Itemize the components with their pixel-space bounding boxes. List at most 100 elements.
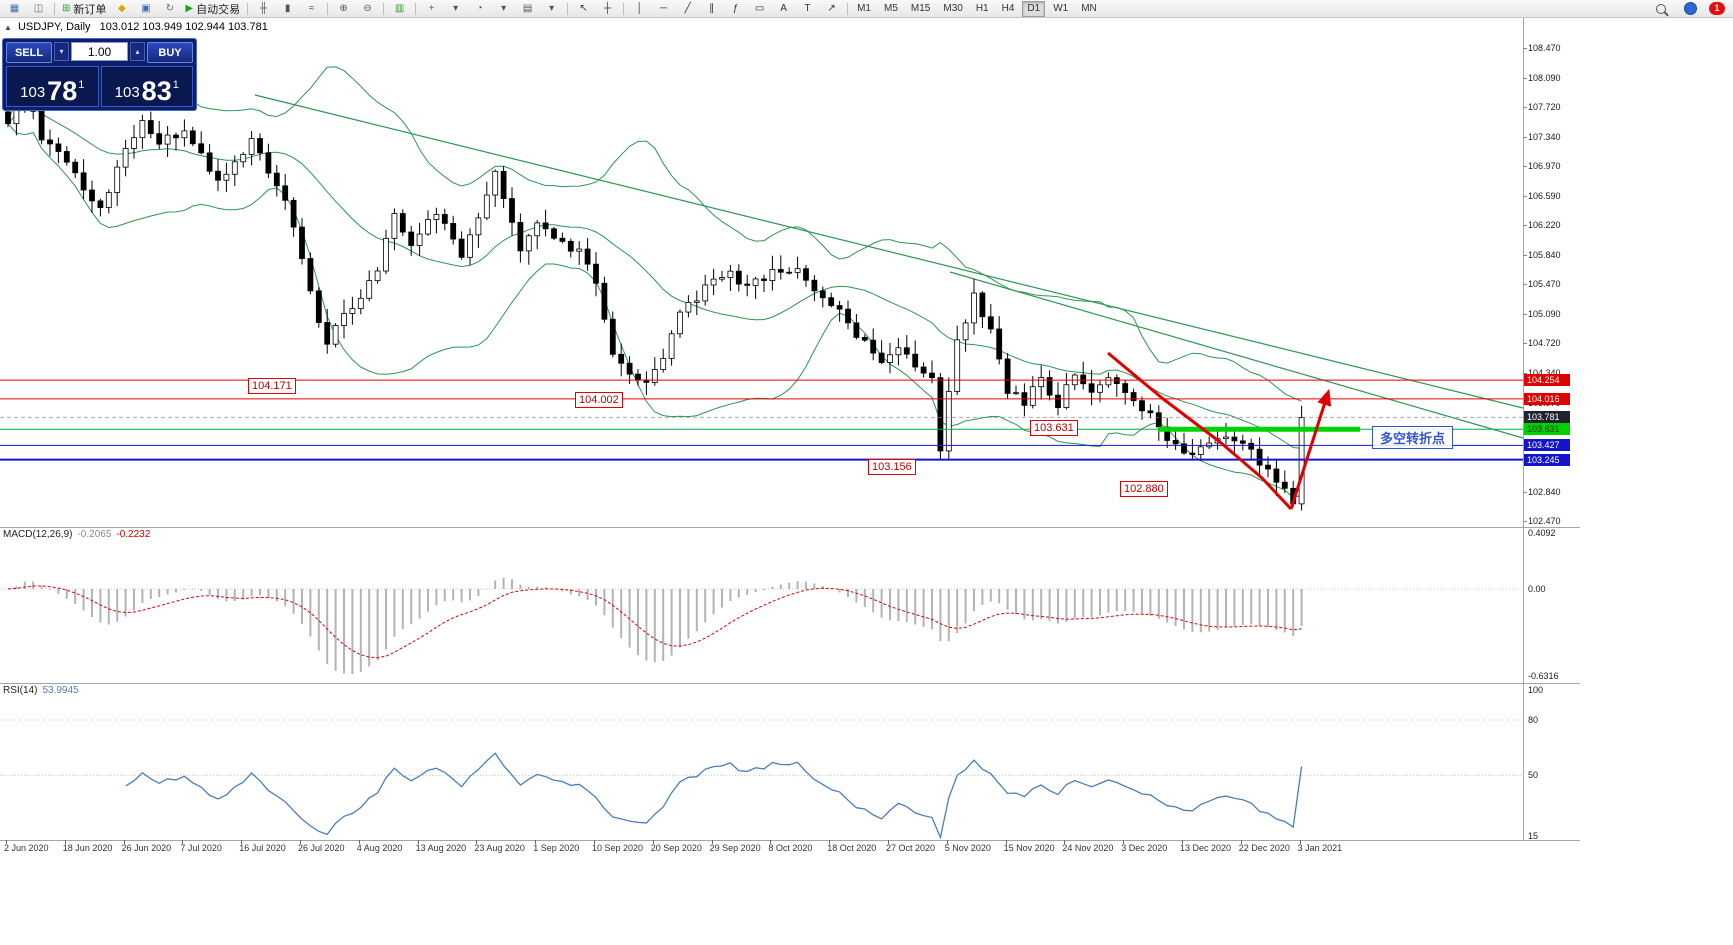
timeframe-m15[interactable]: M15 [910,2,931,14]
data-refresh-icon[interactable]: ↻ [158,0,181,18]
date-axis-label: 1 Sep 2020 [533,843,580,853]
macd-axis-zero: 0.00 [1528,584,1546,594]
channel-icon[interactable]: ∥ [700,0,723,18]
bar-chart-icon[interactable]: ╫ [252,0,275,18]
rsi-indicator-label: RSI(14) 53.9945 [3,685,79,696]
autotrading-button[interactable]: ▶ 自动交易 [182,0,243,18]
volume-increase-button[interactable]: ▴ [130,42,145,61]
timeframes-clock-icon[interactable]: ◔ [468,0,491,18]
zoom-in-icon[interactable]: ⊕ [332,0,355,18]
horizontal-line-icon[interactable]: ─ [652,0,675,18]
timeframe-m30[interactable]: M30 [943,2,963,14]
timeframes-dropdown-icon[interactable]: ▾ [492,0,515,18]
price-axis-level-box: 103.781 [1524,411,1570,424]
timeframe-button-group: M1 M5 M15 M30 H1 H4 D1 W1 MN [851,0,1103,17]
timeframe-m1[interactable]: M1 [857,2,871,14]
line-chart-icon: ≈ [308,2,315,14]
crosshair-icon: ┼ [604,2,612,14]
date-tick-mark [65,840,66,844]
rsi-axis-level: 50 [1528,770,1539,781]
sell-button[interactable]: SELL [6,42,52,63]
text-icon[interactable]: A [772,0,795,18]
date-tick-mark [947,840,948,844]
tile-windows-icon[interactable]: ▥ [388,0,411,18]
timeframe-w1[interactable]: W1 [1053,2,1069,14]
indicators-dropdown-icon: ▾ [453,2,459,14]
date-axis-line [0,840,1580,841]
zoom-out-icon[interactable]: ⊖ [356,0,379,18]
buy-price-button[interactable]: 103 83 1 [100,66,193,107]
timeframe-m5[interactable]: M5 [884,2,898,14]
date-axis-label: 4 Aug 2020 [356,843,403,853]
price-axis-tick: 108.470 [1528,42,1561,53]
fibonacci-icon: ƒ [732,2,739,14]
axis-tick-mark [1523,48,1527,49]
indicators-dropdown-icon[interactable]: ▾ [444,0,467,18]
price-axis-tick: 102.470 [1528,515,1561,526]
date-axis-label: 10 Sep 2020 [592,843,644,853]
community-icon[interactable] [1679,0,1702,18]
templates-icon[interactable]: ▤ [516,0,539,18]
arrows-icon[interactable]: ↗ [820,0,843,18]
market-watch-icon[interactable]: ▣ [134,0,157,18]
date-axis-label: 5 Nov 2020 [944,843,991,853]
rsi-value: 53.9945 [42,685,79,696]
new-order-button[interactable]: ⊞ 新订单 [59,0,109,18]
search-icon[interactable] [1649,0,1672,18]
line-chart-icon[interactable]: ≈ [300,0,323,18]
pane-separator[interactable] [0,527,1580,528]
date-axis-label: 3 Dec 2020 [1121,843,1168,853]
timeframe-d1[interactable]: D1 [1022,0,1046,17]
price-axis-tick: 106.970 [1528,161,1561,172]
axis-tick-mark [1523,137,1527,138]
date-tick-mark [1064,840,1065,844]
data-refresh-icon: ↻ [165,2,175,14]
volume-decrease-button[interactable]: ▾ [54,42,69,61]
timeframe-mn[interactable]: MN [1081,2,1097,14]
toolbar-separator [327,2,329,15]
toolbar-right-group: 1 [1649,0,1730,18]
timeframe-h4[interactable]: H4 [1001,2,1015,14]
sell-price-button[interactable]: 103 78 1 [6,66,99,107]
date-tick-mark [653,840,654,844]
macd-name: MACD(12,26,9) [3,529,73,540]
date-tick-mark [6,840,7,844]
fibonacci-icon[interactable]: ƒ [724,0,747,18]
date-axis-label: 24 Nov 2020 [1062,843,1114,853]
panel-collapse-icon[interactable]: ▲ [4,23,12,32]
trendline-icon[interactable]: ╱ [676,0,699,18]
date-tick-mark [1300,840,1301,844]
new-order-button: ⊞ [62,2,71,14]
templates-dropdown-icon[interactable]: ▾ [540,0,563,18]
buy-button[interactable]: BUY [147,42,193,63]
label-icon[interactable]: T [796,0,819,18]
new-chart-icon[interactable]: ▦ [3,0,26,18]
vertical-line-icon: │ [636,2,643,14]
price-axis-level-box: 104.016 [1524,392,1570,405]
toolbar-separator [383,2,385,15]
date-axis-label: 16 Jul 2020 [239,843,286,853]
vertical-line-icon[interactable]: │ [628,0,651,18]
macd-indicator-label: MACD(12,26,9) -0.2065 -0.2232 [3,529,150,540]
crosshair-icon[interactable]: ┼ [596,0,619,18]
text-icon: A [780,2,787,14]
indicators-icon[interactable]: + [420,0,443,18]
cursor-icon[interactable]: ↖ [572,0,595,18]
axis-tick-mark [1523,373,1527,374]
notification-badge[interactable]: 1 [1709,2,1725,15]
timeframe-h1[interactable]: H1 [975,2,989,14]
date-tick-mark [1241,840,1242,844]
metaeditor-icon[interactable]: ◆ [110,0,133,18]
axis-tick-mark [1523,225,1527,226]
turning-point-note: 多空转折点 [1372,426,1454,449]
candlestick-chart-icon[interactable]: ▮ [276,0,299,18]
shapes-icon[interactable]: ▭ [748,0,771,18]
pane-separator[interactable] [0,683,1580,684]
chart-profiles-icon[interactable]: ◫ [27,0,50,18]
zoom-in-icon: ⊕ [339,2,348,14]
axis-tick-mark [1523,255,1527,256]
timeframes-dropdown-icon: ▾ [501,2,507,14]
volume-input[interactable] [71,42,128,61]
date-tick-mark [359,840,360,844]
